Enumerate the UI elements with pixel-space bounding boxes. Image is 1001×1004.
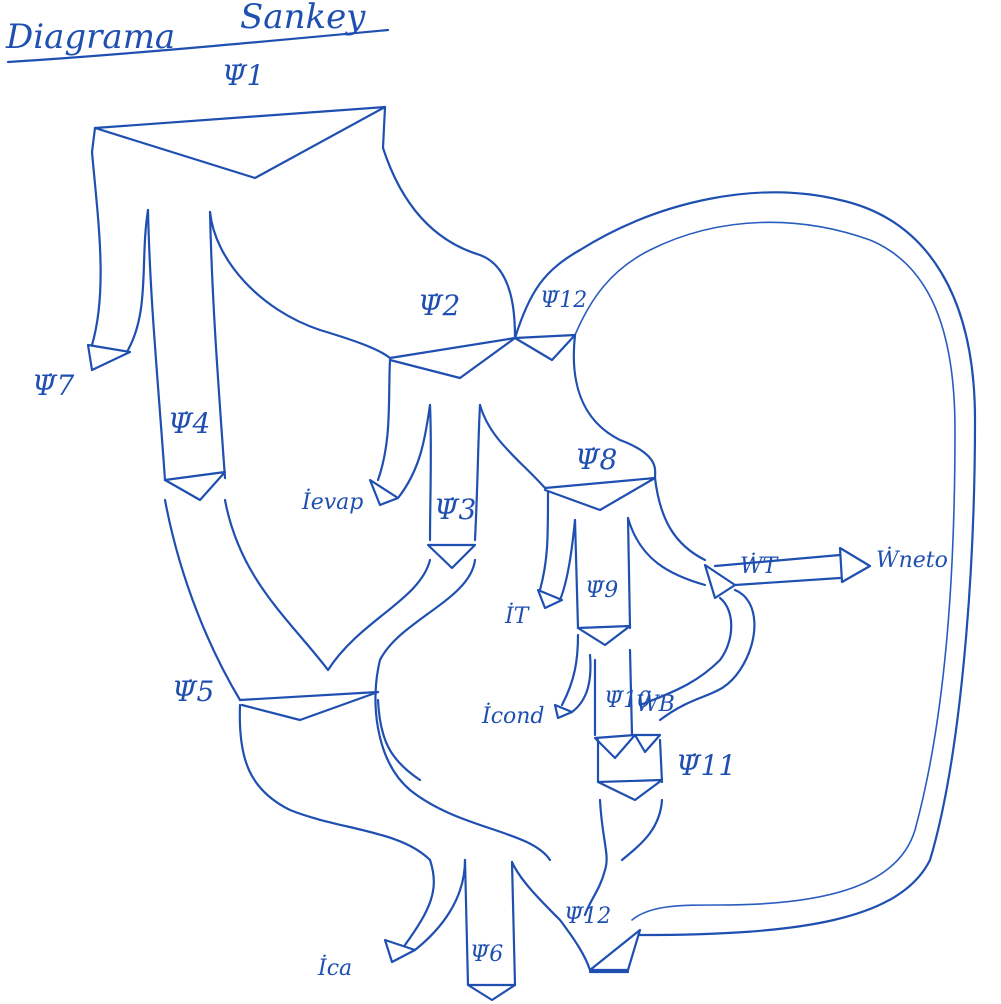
label-psi9: Ψ̇9 (585, 578, 619, 603)
flow-bottom-outputs (383, 858, 642, 1002)
flow-psi9-down (553, 633, 662, 760)
flow-merge-v (223, 498, 432, 672)
flow-psi12-loop (513, 191, 977, 937)
title-right: Sankey (240, 0, 366, 37)
flow-psi2-down (368, 358, 547, 570)
flow-psi8-down (536, 476, 707, 647)
label-psi1: Ψ̇1 (222, 59, 265, 92)
label-w-neto: Ẇneto (876, 548, 948, 573)
label-psi10: Ψ̇10 (604, 688, 652, 713)
label-psi12-top: Ψ̇12 (540, 288, 588, 313)
flow-wt-arrow (638, 546, 872, 722)
label-psi7: Ψ̇7 (32, 369, 75, 402)
flow-psi8-arrow (543, 333, 657, 512)
flow-psi2-arrow (388, 336, 517, 380)
label-w-t: ẆT (740, 554, 778, 579)
label-psi4: Ψ̇4 (168, 407, 211, 440)
flow-psi11 (583, 738, 664, 917)
title-left: Diagrama (6, 17, 176, 57)
label-w-b: ẆB (636, 692, 675, 717)
label-i-evap: İevap (302, 490, 364, 515)
label-psi12-bottom: Ψ̇12 (564, 904, 612, 929)
label-i-cond: İcond (482, 704, 545, 729)
label-psi8: Ψ̇8 (575, 443, 618, 476)
flow-psi1-to-psi2 (208, 146, 517, 360)
label-i-t: İT (505, 604, 529, 629)
label-psi2: Ψ̇2 (418, 289, 461, 322)
flow-psi5-arrow (238, 690, 432, 862)
title-underline (6, 28, 390, 64)
label-psi6: Ψ̇6 (470, 942, 504, 967)
flow-psi7-branch (86, 150, 150, 372)
label-i-ca: İca (318, 956, 353, 981)
label-psi3: Ψ̇3 (434, 493, 477, 526)
label-psi5: Ψ̇5 (172, 675, 215, 708)
label-psi11: Ψ̇11 (676, 749, 737, 782)
flow-psi4-branch (146, 208, 242, 702)
flow-psi3-right (374, 558, 552, 862)
flow-psi1-arrow (90, 105, 387, 180)
